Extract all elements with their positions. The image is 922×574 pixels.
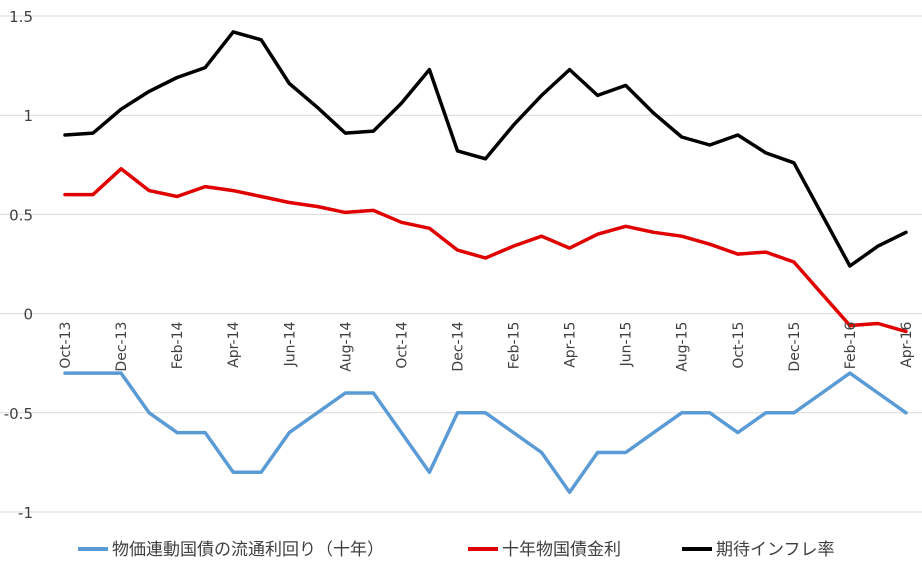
x-tick-label: Jun-14 — [282, 322, 298, 368]
x-tick-label: Dec-13 — [114, 322, 130, 372]
x-tick-label: Oct-14 — [394, 322, 410, 369]
series-line-2 — [63, 30, 908, 268]
x-tick-label: Oct-15 — [731, 322, 747, 369]
x-tick-label: Apr-15 — [563, 322, 579, 368]
legend: 物価連動国債の流通利回り（十年） 十年物国債金利 期待インフレ率 — [78, 540, 835, 560]
series-line-0 — [63, 371, 908, 494]
y-tick-label: 1.5 — [9, 8, 33, 26]
x-tick-label: Dec-15 — [787, 322, 803, 372]
x-tick-label: Feb-16 — [843, 322, 859, 370]
y-tick-label: 0.5 — [9, 206, 33, 224]
x-tick-label: Dec-14 — [451, 322, 467, 372]
x-tick-label: Feb-15 — [507, 322, 523, 370]
y-tick-label: 0 — [23, 306, 33, 324]
x-tick-label: Apr-14 — [226, 322, 242, 368]
legend-label-2: 期待インフレ率 — [716, 540, 835, 560]
y-axis-ticks: 1.5 1 0.5 0 -0.5 -1 — [4, 8, 33, 522]
series-lines — [63, 30, 908, 494]
x-tick-label: Aug-15 — [675, 322, 691, 372]
y-tick-label: 1 — [23, 107, 33, 125]
x-tick-label: Feb-14 — [170, 322, 186, 370]
legend-label-0: 物価連動国債の流通利回り（十年） — [112, 540, 384, 560]
x-tick-label: Jun-15 — [619, 322, 635, 368]
gridlines — [0, 15, 922, 513]
y-tick-label: -0.5 — [4, 405, 33, 423]
x-axis-ticks: Oct-13 Dec-13 Feb-14 Apr-14 Jun-14 Aug-14 Oct-… — [58, 322, 915, 372]
x-tick-label: Aug-14 — [338, 322, 354, 372]
x-tick-label: Apr-16 — [899, 322, 915, 368]
x-tick-label: Oct-13 — [58, 322, 74, 369]
series-line-1 — [63, 167, 908, 334]
y-tick-label: -1 — [18, 504, 33, 522]
legend-label-1: 十年物国債金利 — [502, 540, 621, 560]
